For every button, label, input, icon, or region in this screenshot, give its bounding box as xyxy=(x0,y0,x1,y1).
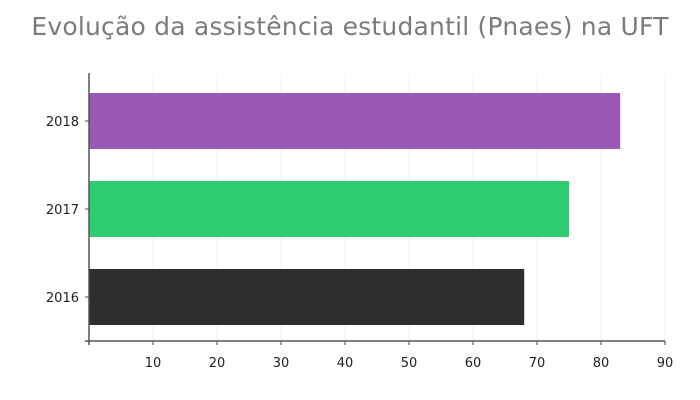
x-tick-label: 80 xyxy=(593,356,610,371)
x-tick-label: 40 xyxy=(337,356,354,371)
bar-2017 xyxy=(89,181,569,237)
axes xyxy=(85,73,666,345)
x-tick-label: 50 xyxy=(401,356,418,371)
bar-2018 xyxy=(89,93,621,149)
category-label: 2018 xyxy=(46,115,79,130)
x-tick-label: 60 xyxy=(465,356,482,371)
bars xyxy=(89,93,621,325)
chart-title: Evolução da assistência estudantil (Pnae… xyxy=(31,12,669,41)
x-tick-labels: 10 20 30 40 50 60 70 80 90 xyxy=(145,356,674,371)
x-tick-label: 20 xyxy=(209,356,226,371)
category-label: 2017 xyxy=(46,203,79,218)
x-tick-label: 90 xyxy=(657,356,674,371)
x-tick-label: 10 xyxy=(145,356,162,371)
x-tick-label: 70 xyxy=(529,356,546,371)
category-labels: 2018 2017 2016 xyxy=(46,115,79,306)
bar-2016 xyxy=(89,269,525,325)
x-tick-label: 30 xyxy=(273,356,290,371)
category-label: 2016 xyxy=(46,291,79,306)
